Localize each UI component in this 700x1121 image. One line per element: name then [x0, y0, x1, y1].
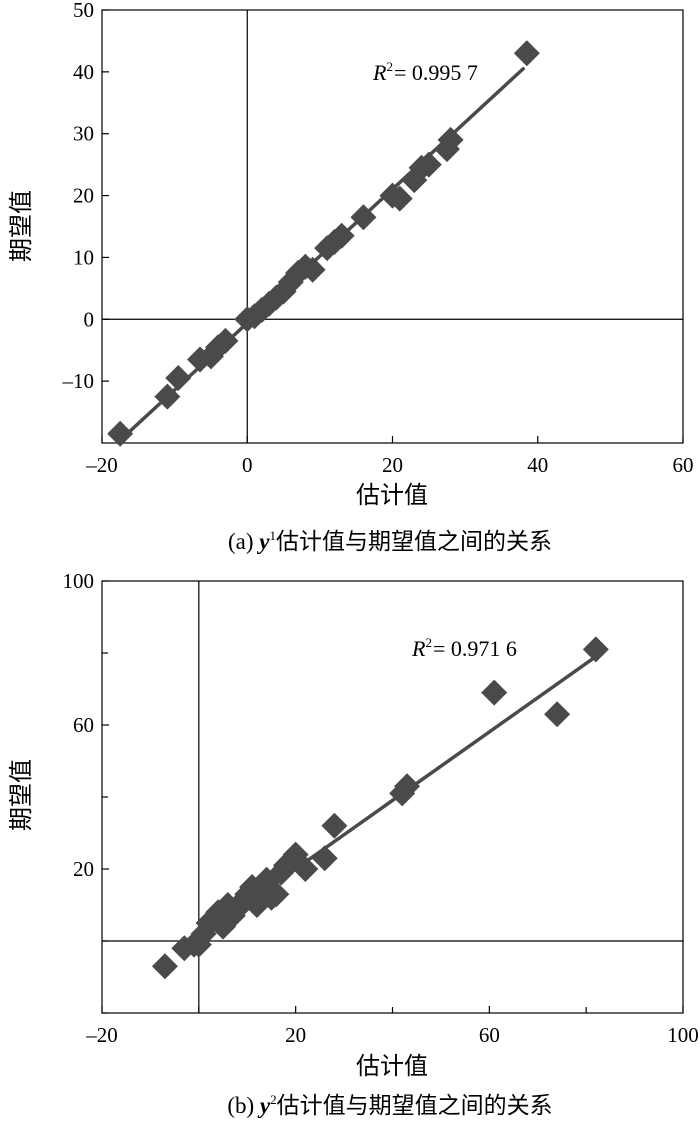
- caption-superscript: 1: [270, 528, 277, 543]
- caption-variable: y: [256, 529, 270, 554]
- y-tick-label: 0: [84, 307, 95, 331]
- y-tick-label: 40: [73, 60, 94, 84]
- r-squared-value: = 0.971 6: [433, 636, 517, 661]
- y-tick-label: 50: [73, 0, 94, 22]
- r-squared-annotation: R2= 0.971 6: [411, 635, 517, 661]
- x-axis-title: 估计值: [356, 1053, 428, 1080]
- data-point: [513, 40, 540, 67]
- x-tick-label: 60: [479, 1023, 500, 1047]
- panel-caption: (b) y2估计值与期望值之间的关系: [227, 1092, 552, 1118]
- data-point: [241, 303, 268, 330]
- x-tick-label: –20: [85, 453, 118, 477]
- data-point: [151, 953, 178, 980]
- x-tick-label: 0: [242, 453, 253, 477]
- caption-text: 估计值与期望值之间的关系: [276, 529, 552, 554]
- data-point: [544, 701, 571, 728]
- data-point: [394, 773, 421, 800]
- panel-caption: (a) y1估计值与期望值之间的关系: [228, 528, 552, 554]
- data-point: [386, 185, 413, 212]
- x-tick-label: 40: [527, 453, 548, 477]
- data-point: [263, 881, 290, 908]
- y-axis-title: 期望值: [8, 759, 35, 831]
- data-point: [299, 256, 326, 283]
- y-tick-label: –10: [62, 369, 95, 393]
- y-tick-label: 60: [73, 713, 94, 737]
- x-tick-label: 20: [382, 453, 403, 477]
- data-point: [321, 812, 348, 839]
- data-point: [107, 420, 134, 447]
- r-superscript: 2: [386, 59, 393, 74]
- data-point: [328, 222, 355, 249]
- panel-a: –20 0 20 40 60 –10 0 10 20 30 40 50 R2= 0.995 7 估计值 期望…: [8, 0, 694, 554]
- x-tick-label: 20: [285, 1023, 306, 1047]
- data-point: [481, 679, 508, 706]
- y-axis-title: 期望值: [8, 190, 35, 262]
- x-tick-label: 100: [667, 1023, 699, 1047]
- x-tick-label: 60: [673, 453, 694, 477]
- caption-prefix: (a): [228, 529, 259, 554]
- x-tick-label: –20: [85, 1023, 118, 1047]
- y-tick-label: 20: [73, 184, 94, 208]
- data-point: [437, 126, 464, 153]
- y-tick-label: 30: [73, 122, 94, 146]
- data-point: [582, 636, 609, 663]
- data-point: [350, 204, 377, 231]
- caption-text: 估计值与期望值之间的关系: [277, 1093, 553, 1118]
- x-axis-title: 估计值: [356, 482, 428, 509]
- r-letter: R: [372, 60, 387, 85]
- caption-variable: y: [257, 1093, 271, 1118]
- y-tick-label: 10: [73, 245, 94, 269]
- caption-superscript: 2: [270, 1092, 277, 1107]
- data-point: [239, 874, 266, 900]
- data-point: [165, 365, 192, 392]
- data-point: [292, 856, 319, 882]
- r-letter: R: [411, 636, 426, 661]
- r-superscript: 2: [425, 635, 432, 650]
- caption-prefix: (b): [227, 1093, 260, 1118]
- data-point: [212, 327, 239, 354]
- r-squared-value: = 0.995 7: [394, 60, 478, 85]
- y-tick-label: 100: [63, 569, 95, 593]
- r-squared-annotation: R2= 0.995 7: [372, 59, 478, 85]
- y-tick-label: 20: [73, 857, 94, 881]
- data-point: [311, 845, 338, 872]
- data-point: [154, 383, 181, 410]
- data-point: [415, 151, 442, 178]
